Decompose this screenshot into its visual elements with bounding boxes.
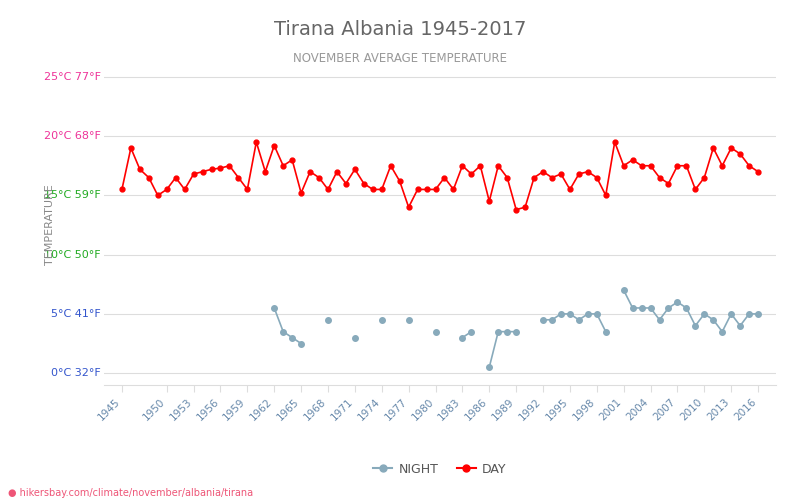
Text: ● hikersbay.com/climate/november/albania/tirana: ● hikersbay.com/climate/november/albania…	[8, 488, 253, 498]
Text: TEMPERATURE: TEMPERATURE	[46, 184, 55, 266]
Legend: NIGHT, DAY: NIGHT, DAY	[369, 458, 511, 481]
Text: 5°C 41°F: 5°C 41°F	[51, 309, 101, 319]
Text: 0°C 32°F: 0°C 32°F	[51, 368, 101, 378]
Text: 15°C 59°F: 15°C 59°F	[44, 190, 101, 200]
Text: 20°C 68°F: 20°C 68°F	[44, 131, 101, 141]
Text: Tirana Albania 1945-2017: Tirana Albania 1945-2017	[274, 20, 526, 39]
Text: 25°C 77°F: 25°C 77°F	[44, 72, 101, 82]
Text: NOVEMBER AVERAGE TEMPERATURE: NOVEMBER AVERAGE TEMPERATURE	[293, 52, 507, 66]
Text: 10°C 50°F: 10°C 50°F	[44, 250, 101, 260]
